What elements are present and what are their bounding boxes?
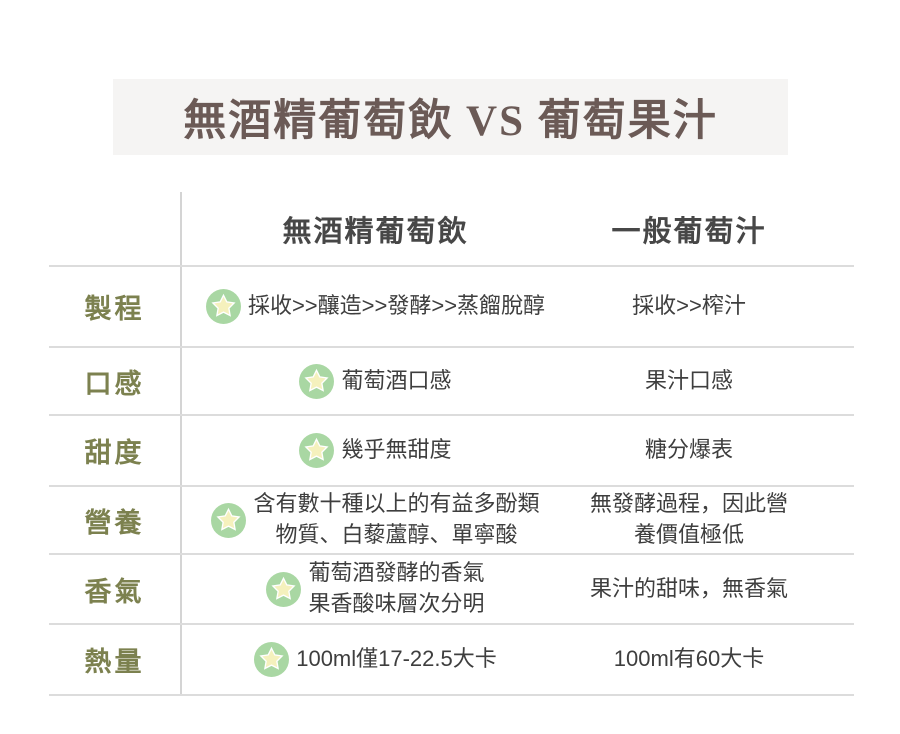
cell-text: 葡萄酒口感 bbox=[341, 367, 452, 393]
table-row-aroma: 香氣 葡萄酒發酵的香氣 果香酸味層次分明 果汁的甜味，無香氣 bbox=[49, 553, 854, 623]
cell-drink-sweetness: 幾乎無甜度 bbox=[182, 416, 569, 485]
star-icon bbox=[254, 642, 290, 677]
cell-juice-process: 採收>>榨汁 bbox=[569, 267, 854, 346]
cell-text: 葡萄酒發酵的香氣 果香酸味層次分明 bbox=[308, 560, 485, 616]
cell-juice-nutrition: 無發酵過程，因此營 養價值極低 bbox=[569, 487, 854, 553]
table-row-sweetness: 甜度 幾乎無甜度 糖分爆表 bbox=[49, 414, 854, 485]
cell-text: 幾乎無甜度 bbox=[341, 437, 452, 463]
cell-drink-process: 採收>>釀造>>發酵>>蒸餾脫醇 bbox=[182, 267, 569, 346]
cell-text: 含有數十種以上的有益多酚類 物質、白藜蘆醇、單寧酸 bbox=[253, 491, 540, 547]
cell-drink-aroma: 葡萄酒發酵的香氣 果香酸味層次分明 bbox=[182, 555, 569, 623]
row-label: 香氣 bbox=[49, 555, 182, 623]
cell-text: 果汁口感 bbox=[644, 367, 733, 393]
star-icon bbox=[299, 363, 335, 399]
table-row-process: 製程 採收>>釀造>>發酵>>蒸餾脫醇 採收>>榨汁 bbox=[49, 265, 854, 346]
cell-drink-taste: 葡萄酒口感 bbox=[182, 348, 569, 414]
cell-text: 100ml有60大卡 bbox=[613, 646, 765, 672]
cell-juice-aroma: 果汁的甜味，無香氣 bbox=[569, 555, 854, 623]
cell-text: 採收>>榨汁 bbox=[632, 293, 746, 319]
row-label: 口感 bbox=[49, 348, 182, 414]
star-icon bbox=[299, 433, 335, 468]
cell-juice-calories: 100ml有60大卡 bbox=[569, 625, 854, 694]
cell-text: 100ml僅17-22.5大卡 bbox=[296, 646, 497, 672]
cell-juice-taste: 果汁口感 bbox=[569, 348, 854, 414]
star-icon bbox=[211, 502, 247, 538]
title-banner: 無酒精葡萄飲 VS 葡萄果汁 bbox=[113, 79, 788, 155]
column-header-grape-drink: 無酒精葡萄飲 bbox=[282, 215, 469, 248]
column-header-grape-juice: 一般葡萄汁 bbox=[611, 215, 767, 248]
table-row-taste: 口感 葡萄酒口感 果汁口感 bbox=[49, 346, 854, 414]
cell-text: 無發酵過程，因此營 養價值極低 bbox=[589, 491, 788, 547]
page-title: 無酒精葡萄飲 VS 葡萄果汁 bbox=[183, 98, 718, 145]
table-header-row: 無酒精葡萄飲 一般葡萄汁 bbox=[49, 192, 854, 265]
row-label: 熱量 bbox=[49, 625, 182, 694]
row-label: 甜度 bbox=[49, 416, 182, 485]
row-label: 營養 bbox=[49, 487, 182, 553]
table-row-calories: 熱量 100ml僅17-22.5大卡 100ml有60大卡 bbox=[49, 623, 854, 694]
star-icon bbox=[205, 289, 241, 324]
cell-juice-sweetness: 糖分爆表 bbox=[569, 416, 854, 485]
star-icon bbox=[266, 571, 302, 607]
header-label-spacer bbox=[49, 192, 182, 265]
cell-drink-nutrition: 含有數十種以上的有益多酚類 物質、白藜蘆醇、單寧酸 bbox=[182, 487, 569, 553]
cell-drink-calories: 100ml僅17-22.5大卡 bbox=[182, 625, 569, 694]
cell-text: 糖分爆表 bbox=[644, 437, 733, 463]
table-row-nutrition: 營養 含有數十種以上的有益多酚類 物質、白藜蘆醇、單寧酸 無發酵過程，因此營 養… bbox=[49, 485, 854, 553]
comparison-table: 無酒精葡萄飲 一般葡萄汁 製程 採收>>釀造>>發酵>>蒸餾脫醇 採收>>榨汁 … bbox=[49, 192, 854, 696]
row-label: 製程 bbox=[49, 267, 182, 346]
cell-text: 採收>>釀造>>發酵>>蒸餾脫醇 bbox=[247, 293, 546, 319]
cell-text: 果汁的甜味，無香氣 bbox=[589, 575, 788, 601]
